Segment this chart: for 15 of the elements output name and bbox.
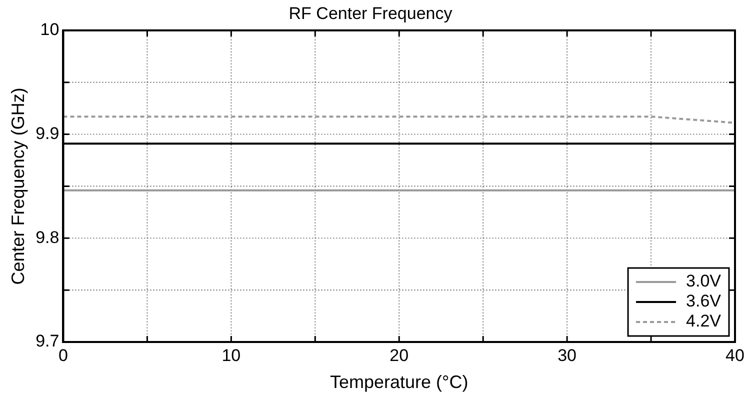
x-tick-label: 30	[558, 346, 577, 365]
legend-label: 3.0V	[686, 272, 722, 291]
y-axis-title: Center Frequency (GHz)	[8, 88, 28, 285]
y-tick-label: 9.7	[36, 332, 60, 351]
x-tick-label: 20	[390, 346, 409, 365]
y-tick-label: 9.8	[36, 228, 60, 247]
y-tick-label: 10	[40, 20, 60, 40]
x-tick-label: 10	[222, 346, 241, 365]
chart-title: RF Center Frequency	[288, 4, 453, 23]
legend-label: 3.6V	[686, 292, 722, 311]
x-axis-title: Temperature (°C)	[330, 372, 468, 392]
y-tick-label: 9.9	[36, 124, 60, 143]
x-tick-label: 40	[726, 346, 744, 365]
legend-label: 4.2V	[686, 312, 722, 331]
x-tick-label: 0	[58, 346, 68, 365]
